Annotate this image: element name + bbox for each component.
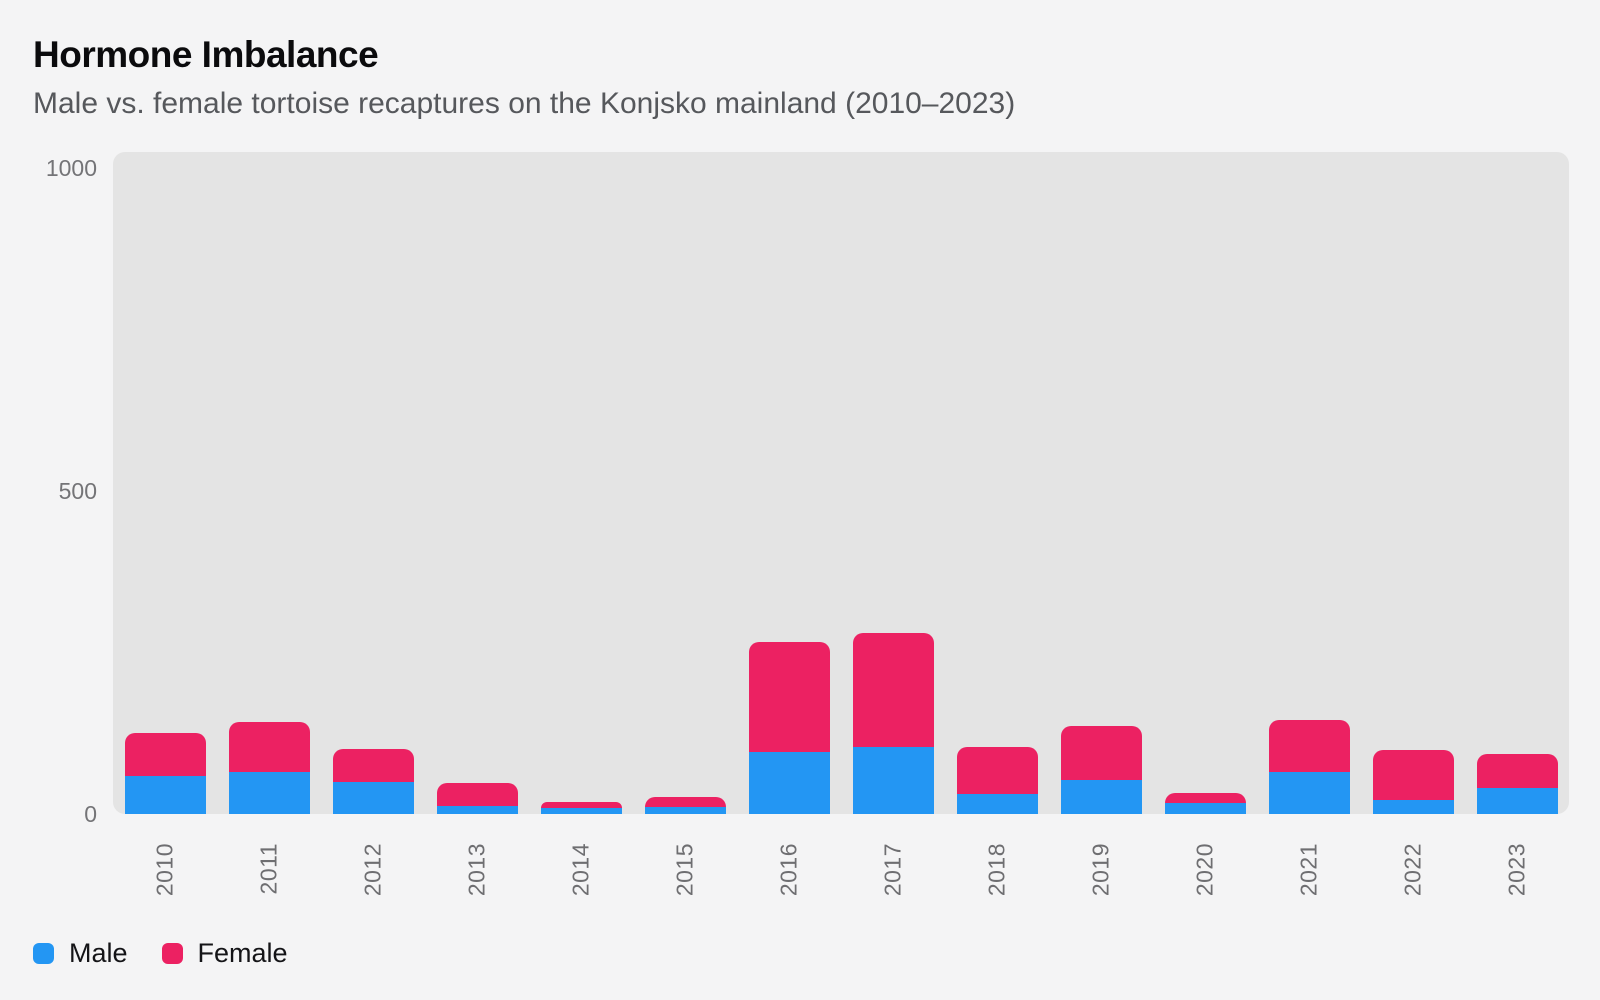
bar-segment-male-2014 — [540, 808, 622, 814]
bar-segment-male-2010 — [124, 775, 206, 814]
x-tick-label: 2018 — [983, 843, 1010, 897]
bar-segment-female-2012 — [332, 749, 414, 782]
plot-area — [113, 152, 1569, 814]
bar-2020 — [1164, 793, 1246, 814]
bar-segment-male-2012 — [332, 781, 414, 814]
bar-2018 — [956, 747, 1038, 814]
y-tick-label: 1000 — [45, 155, 97, 181]
bar-segment-male-2011 — [228, 772, 310, 814]
x-tick-label: 2012 — [359, 843, 386, 897]
bar-segment-male-2019 — [1060, 779, 1142, 814]
bar-segment-female-2016 — [748, 642, 830, 752]
female-swatch-icon — [161, 943, 183, 964]
bar-segment-female-2021 — [1268, 720, 1350, 773]
y-tick-label: 500 — [58, 478, 97, 504]
page-title: Hormone Imbalance — [33, 34, 379, 75]
bar-segment-male-2015 — [644, 806, 726, 814]
x-tick-label: 2016 — [775, 843, 802, 897]
bar-2011 — [228, 721, 310, 814]
bar-segment-male-2023 — [1476, 788, 1558, 814]
bar-2010 — [124, 733, 206, 814]
bar-segment-male-2018 — [956, 793, 1038, 814]
bar-2021 — [1268, 720, 1350, 814]
y-tick-label: 0 — [84, 801, 97, 827]
bar-segment-female-2011 — [228, 721, 310, 773]
x-tick-label: 2013 — [463, 843, 490, 897]
bar-segment-female-2017 — [852, 633, 934, 748]
bar-2014 — [540, 802, 622, 814]
x-tick-label: 2010 — [151, 843, 178, 897]
x-tick-label: 2022 — [1399, 843, 1426, 897]
bar-segment-female-2018 — [956, 747, 1038, 794]
bar-segment-female-2023 — [1476, 753, 1558, 789]
bar-segment-male-2016 — [748, 751, 830, 814]
x-tick-label: 2019 — [1087, 843, 1114, 897]
bar-2016 — [748, 642, 830, 814]
bar-2023 — [1476, 753, 1558, 814]
x-tick-label: 2014 — [567, 843, 594, 897]
bar-2017 — [852, 633, 934, 814]
bar-segment-female-2019 — [1060, 726, 1142, 780]
bar-2015 — [644, 797, 726, 814]
bar-segment-female-2014 — [540, 802, 622, 809]
bar-segment-female-2022 — [1372, 750, 1454, 800]
bar-2019 — [1060, 726, 1142, 814]
legend: Male Female — [33, 938, 288, 969]
legend-label: Male — [69, 938, 128, 968]
male-swatch-icon — [33, 943, 54, 964]
bar-segment-male-2021 — [1268, 772, 1350, 814]
x-tick-label: 2017 — [879, 843, 906, 897]
legend-item-female: Female — [161, 938, 288, 969]
x-tick-label: 2021 — [1295, 843, 1322, 897]
bar-segment-female-2015 — [644, 797, 726, 807]
bar-segment-male-2017 — [852, 747, 934, 814]
x-tick-label: 2015 — [671, 843, 698, 897]
bar-segment-female-2020 — [1164, 793, 1246, 804]
bar-2013 — [436, 783, 518, 814]
legend-label: Female — [197, 938, 288, 968]
legend-item-male: Male — [33, 938, 128, 969]
bar-segment-female-2013 — [436, 783, 518, 806]
x-tick-label: 2020 — [1191, 843, 1218, 897]
bar-segment-female-2010 — [124, 733, 206, 776]
bar-segment-male-2013 — [436, 805, 518, 814]
bar-2022 — [1372, 750, 1454, 814]
x-tick-label: 2011 — [255, 843, 282, 895]
page-subtitle: Male vs. female tortoise recaptures on t… — [33, 87, 1016, 120]
bar-segment-male-2020 — [1164, 803, 1246, 814]
bar-segment-male-2022 — [1372, 799, 1454, 814]
bar-2012 — [332, 749, 414, 814]
x-tick-label: 2023 — [1503, 843, 1530, 897]
